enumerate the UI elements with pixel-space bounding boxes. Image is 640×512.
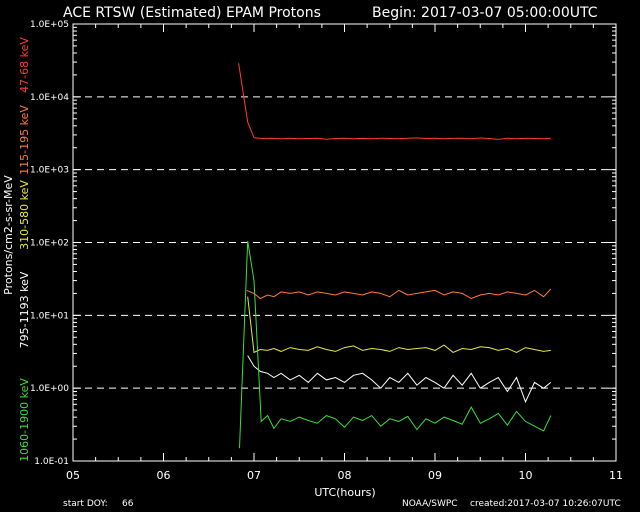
credit-label: NOAA/SWPC — [402, 499, 458, 509]
begin-time-label: Begin: 2017-03-07 05:00:00UTC — [372, 5, 598, 21]
series-line-4 — [239, 240, 552, 449]
start-doy-label: start DOY: — [63, 499, 108, 509]
gridlines — [73, 96, 616, 389]
y-tick-label: 1.0E+00 — [30, 384, 69, 394]
plot-frame — [72, 23, 617, 462]
y-tick-label: 1.0E+03 — [30, 166, 69, 176]
y-tick-label: 1.0E+01 — [30, 311, 69, 321]
y-axis-label: Protons/cm2-s-sr-MeV — [2, 175, 15, 295]
y-tick-label: 1.0E-01 — [34, 457, 69, 467]
x-axis-label: UTC(hours) — [314, 486, 375, 499]
legend-entry-0: 47-68 keV — [18, 37, 31, 93]
legend-entry-4: 1060-1900 keV — [18, 378, 31, 462]
x-tick-label: 09 — [428, 469, 442, 482]
legend-entry-1: 115-195 keV — [18, 105, 31, 175]
x-axis-ticks: 05 06 07 08 09 10 11 — [66, 24, 623, 482]
y-tick-label: 1.0E+05 — [30, 20, 69, 30]
x-tick-label: 08 — [338, 469, 352, 482]
x-tick-label: 10 — [519, 469, 533, 482]
x-tick-label: 11 — [609, 469, 623, 482]
legend-entry-3: 795-1193 keV — [18, 271, 31, 348]
y-tick-label: 1.0E+04 — [30, 93, 69, 103]
legend-entry-2: 310-580 keV — [18, 180, 31, 250]
series-line-2 — [247, 296, 551, 354]
chart-title: ACE RTSW (Estimated) EPAM Protons — [63, 5, 321, 21]
x-tick-label: 06 — [157, 469, 171, 482]
x-tick-label: 07 — [247, 469, 261, 482]
y-tick-label: 1.0E+02 — [30, 239, 69, 249]
created-timestamp: created:2017-03-07 10:26:07UTC — [470, 499, 621, 509]
series-lines — [238, 63, 552, 449]
x-tick-label: 05 — [66, 469, 80, 482]
series-line-3 — [247, 355, 552, 404]
legend: 47-68 keV 115-195 keV 310-580 keV 795-1193 … — [18, 37, 31, 462]
series-line-1 — [246, 288, 552, 300]
series-line-0 — [238, 63, 551, 140]
y-axis-ticks: 1.0E-01 1.0E+00 1.0E+01 1.0E+02 1.0E+03 1.0E+… — [30, 20, 616, 467]
start-doy-value: 66 — [122, 499, 134, 509]
